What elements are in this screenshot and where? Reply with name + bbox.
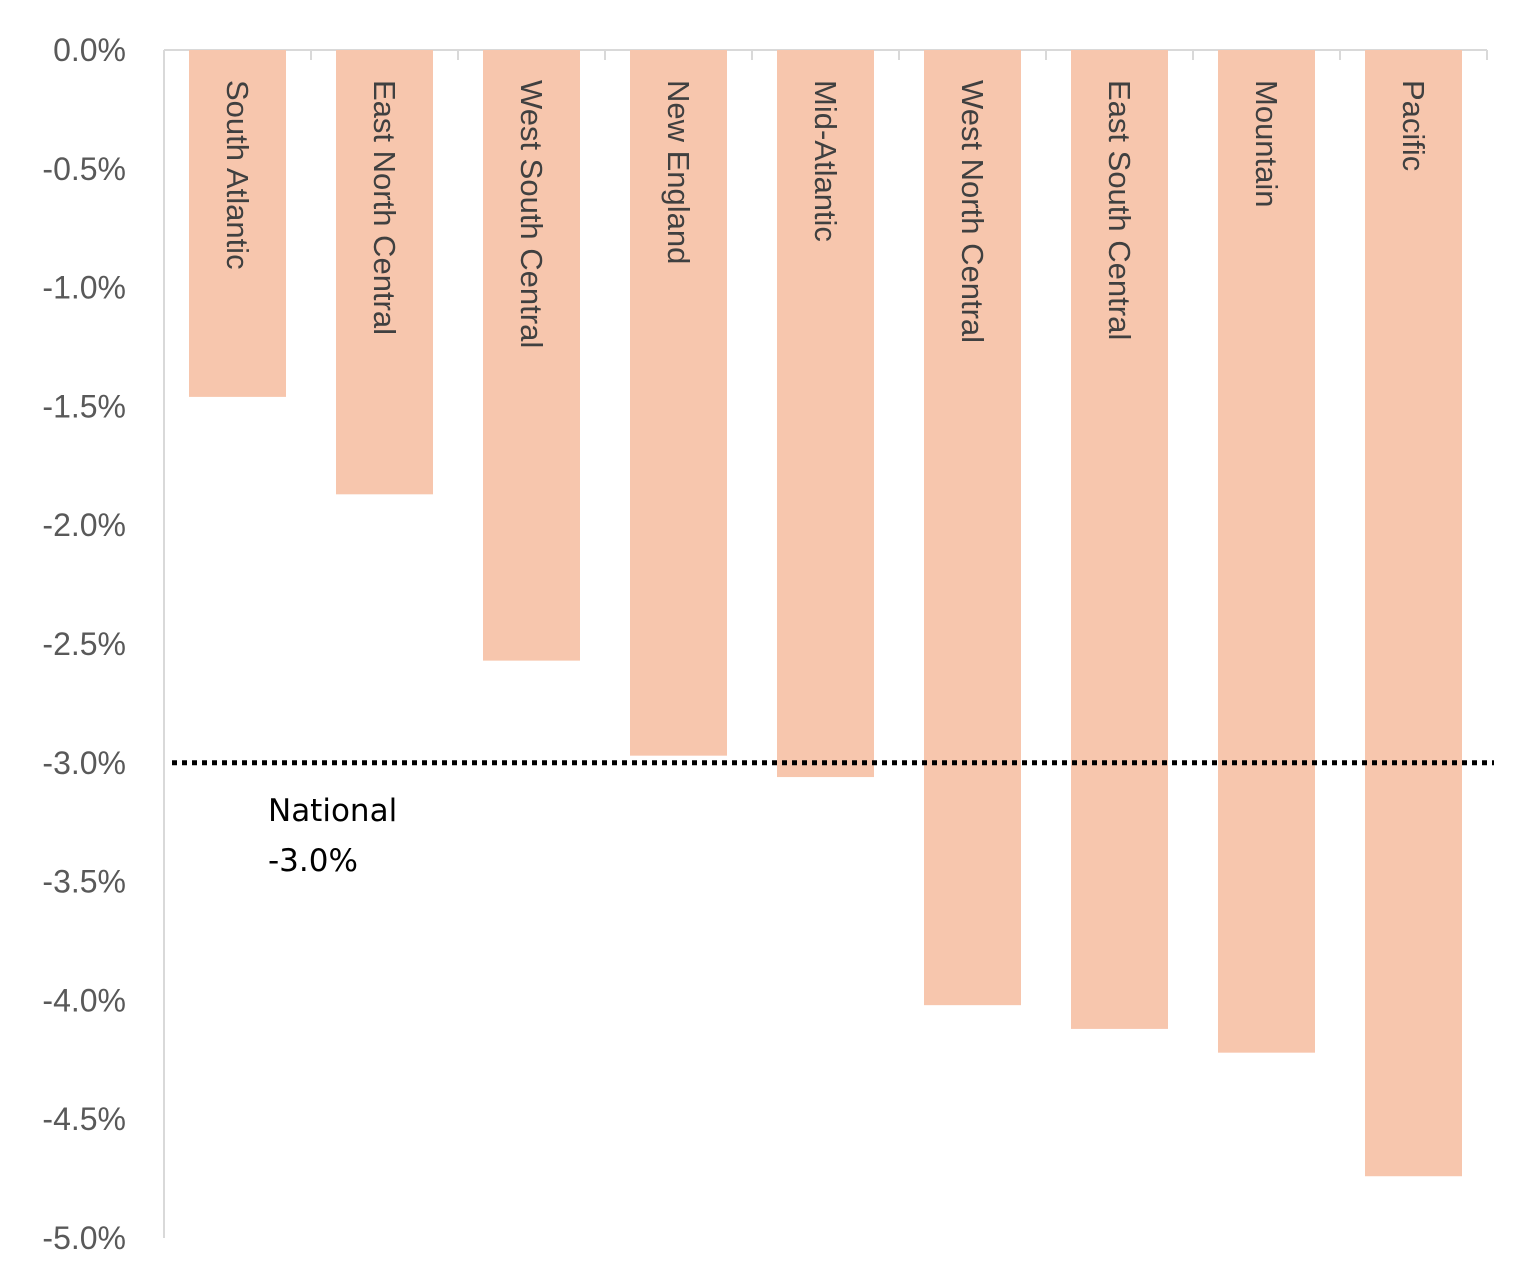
y-tick-label: 0.0% (53, 32, 126, 68)
category-label: South Atlantic (220, 80, 255, 270)
bar (630, 50, 727, 756)
category-label: East North Central (367, 80, 402, 335)
bar-layer (189, 50, 1462, 1177)
bar (777, 50, 874, 778)
category-label: Mountain (1249, 80, 1284, 208)
category-label: East South Central (1102, 80, 1137, 340)
y-tick-label: -5.0% (42, 1220, 126, 1256)
bar (189, 50, 286, 397)
y-tick-label: -4.5% (42, 1101, 126, 1137)
reference-label-name: National (268, 793, 397, 829)
y-tick-label: -3.5% (42, 864, 126, 900)
y-tick-label: -0.5% (42, 151, 126, 187)
bar (483, 50, 580, 661)
y-tick-label: -1.0% (42, 270, 126, 306)
bar (924, 50, 1021, 1006)
y-tick-label: -4.0% (42, 982, 126, 1018)
bar (336, 50, 433, 495)
y-tick-label: -1.5% (42, 388, 126, 424)
bar (1218, 50, 1315, 1053)
category-label: Mid-Atlantic (808, 80, 843, 242)
reference-label-value: -3.0% (268, 843, 358, 879)
bar (1071, 50, 1168, 1029)
category-label: Pacific (1396, 80, 1431, 171)
y-tick-label: -2.0% (42, 507, 126, 543)
bar (1365, 50, 1462, 1177)
axis-layer: 0.0% -0.5% -1.0% -1.5% -2.0% -2.5% -3.0% -3.5% -… (42, 32, 1488, 1256)
reference-layer: National -3.0% (172, 760, 1494, 879)
category-label: New England (661, 80, 696, 264)
y-tick-label: -2.5% (42, 626, 126, 662)
label-layer: South Atlantic East North Central West Sou… (220, 80, 1431, 348)
y-tick-label: -3.0% (42, 745, 126, 781)
category-label: West North Central (955, 80, 990, 343)
category-label: West South Central (514, 80, 549, 348)
